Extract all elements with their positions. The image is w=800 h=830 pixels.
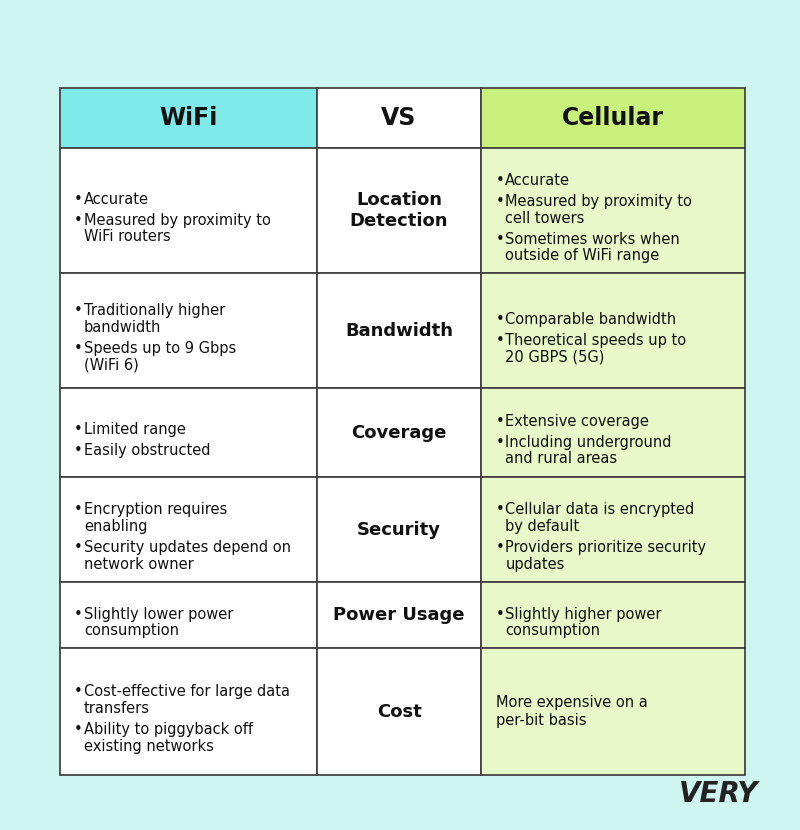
- Bar: [60, 582, 317, 648]
- Text: Cost: Cost: [377, 702, 422, 720]
- Text: consumption: consumption: [84, 623, 179, 638]
- Text: cell towers: cell towers: [506, 211, 585, 226]
- Text: Coverage: Coverage: [351, 423, 446, 442]
- Bar: [482, 582, 745, 648]
- Text: Extensive coverage: Extensive coverage: [506, 413, 649, 428]
- Text: Slightly higher power: Slightly higher power: [506, 607, 662, 622]
- Text: Speeds up to 9 Gbps: Speeds up to 9 Gbps: [84, 341, 236, 356]
- Bar: [482, 273, 745, 388]
- Text: Security: Security: [357, 520, 441, 539]
- Text: •: •: [74, 192, 82, 207]
- Text: •: •: [74, 304, 82, 319]
- Bar: [317, 273, 482, 388]
- Text: enabling: enabling: [84, 519, 147, 534]
- Text: •: •: [495, 194, 504, 209]
- Text: VS: VS: [382, 106, 417, 130]
- Bar: [317, 88, 482, 148]
- Text: Slightly lower power: Slightly lower power: [84, 607, 234, 622]
- Text: Comparable bandwidth: Comparable bandwidth: [506, 311, 677, 326]
- Bar: [60, 477, 317, 582]
- Text: •: •: [74, 422, 82, 437]
- Text: transfers: transfers: [84, 701, 150, 715]
- Bar: [317, 388, 482, 477]
- Text: existing networks: existing networks: [84, 739, 214, 754]
- Text: updates: updates: [506, 557, 565, 572]
- Text: Theoretical speeds up to: Theoretical speeds up to: [506, 333, 686, 348]
- Text: Location
Detection: Location Detection: [350, 191, 448, 230]
- Text: network owner: network owner: [84, 557, 194, 572]
- Text: •: •: [495, 435, 504, 450]
- Text: by default: by default: [506, 519, 579, 534]
- Text: Ability to piggyback off: Ability to piggyback off: [84, 722, 253, 737]
- Text: Measured by proximity to: Measured by proximity to: [506, 194, 692, 209]
- Text: •: •: [74, 685, 82, 700]
- Text: Easily obstructed: Easily obstructed: [84, 443, 210, 458]
- Text: •: •: [74, 607, 82, 622]
- Bar: [60, 388, 317, 477]
- Text: Accurate: Accurate: [84, 192, 149, 207]
- Text: Accurate: Accurate: [506, 173, 570, 188]
- Text: Bandwidth: Bandwidth: [345, 321, 453, 339]
- Text: •: •: [74, 213, 82, 228]
- Text: WiFi: WiFi: [159, 106, 218, 130]
- Bar: [482, 648, 745, 775]
- Text: •: •: [74, 540, 82, 555]
- Text: More expensive on a
per-bit basis: More expensive on a per-bit basis: [496, 696, 648, 728]
- Text: Traditionally higher: Traditionally higher: [84, 304, 226, 319]
- Bar: [60, 88, 317, 148]
- Bar: [482, 148, 745, 273]
- Text: Security updates depend on: Security updates depend on: [84, 540, 291, 555]
- Text: •: •: [495, 311, 504, 326]
- Text: outside of WiFi range: outside of WiFi range: [506, 248, 659, 263]
- Bar: [482, 388, 745, 477]
- Text: •: •: [495, 232, 504, 247]
- Bar: [317, 582, 482, 648]
- Text: •: •: [495, 413, 504, 428]
- Text: WiFi routers: WiFi routers: [84, 229, 170, 244]
- Text: Power Usage: Power Usage: [334, 606, 465, 624]
- Text: 20 GBPS (5G): 20 GBPS (5G): [506, 349, 605, 364]
- Text: •: •: [495, 540, 504, 555]
- Text: •: •: [495, 607, 504, 622]
- Text: •: •: [74, 722, 82, 737]
- Bar: [60, 148, 317, 273]
- Bar: [482, 88, 745, 148]
- Text: Cost-effective for large data: Cost-effective for large data: [84, 685, 290, 700]
- Text: Providers prioritize security: Providers prioritize security: [506, 540, 706, 555]
- Bar: [482, 477, 745, 582]
- Text: •: •: [74, 502, 82, 517]
- Bar: [60, 273, 317, 388]
- Text: Encryption requires: Encryption requires: [84, 502, 227, 517]
- Text: (WiFi 6): (WiFi 6): [84, 358, 138, 373]
- Bar: [60, 648, 317, 775]
- Bar: [317, 648, 482, 775]
- Text: bandwidth: bandwidth: [84, 320, 162, 334]
- Text: Limited range: Limited range: [84, 422, 186, 437]
- Text: Cellular: Cellular: [562, 106, 664, 130]
- Text: consumption: consumption: [506, 623, 600, 638]
- Text: •: •: [495, 502, 504, 517]
- Text: Cellular data is encrypted: Cellular data is encrypted: [506, 502, 694, 517]
- Text: •: •: [74, 341, 82, 356]
- Text: and rural areas: and rural areas: [506, 452, 618, 466]
- Bar: [317, 148, 482, 273]
- Bar: [317, 477, 482, 582]
- Text: VERY: VERY: [678, 780, 758, 808]
- Text: Sometimes works when: Sometimes works when: [506, 232, 680, 247]
- Text: Measured by proximity to: Measured by proximity to: [84, 213, 271, 228]
- Text: •: •: [495, 333, 504, 348]
- Text: •: •: [495, 173, 504, 188]
- Text: Including underground: Including underground: [506, 435, 672, 450]
- Text: •: •: [74, 443, 82, 458]
